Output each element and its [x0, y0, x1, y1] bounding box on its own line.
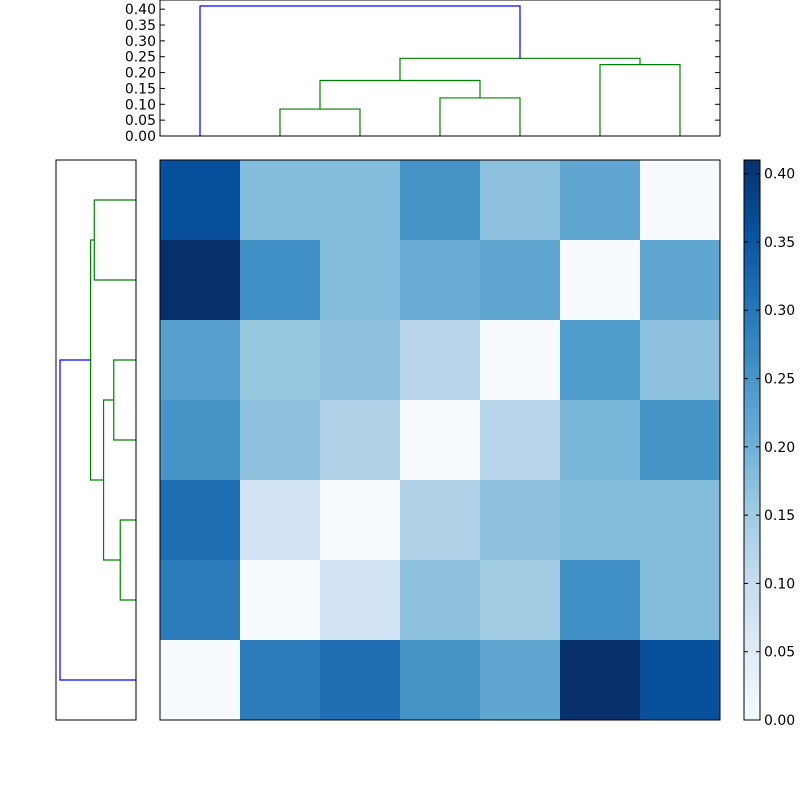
heatmap-cell-r5-c6	[640, 560, 721, 641]
heatmap-cell-r2-c6	[640, 320, 721, 401]
left-dendro-link-1	[113, 359, 136, 441]
colorbar-bar	[743, 159, 761, 721]
left-dendro-link-4	[89, 239, 104, 481]
top-dendro-link-1	[439, 97, 521, 136]
heatmap-cell-r0-c4	[480, 160, 561, 241]
heatmap-cell-r6-c2	[320, 640, 401, 721]
heatmap-cell-r4-c3	[400, 480, 481, 561]
colorbar: 0.00 0.05 0.10 0.15 0.20 0.25 0.30 0.35 0.40	[743, 159, 795, 729]
heatmap-cell-r6-c4	[480, 640, 561, 721]
heatmap-cell-r4-c0	[160, 480, 241, 561]
colorbar-tick-label-1: 0.05	[764, 645, 795, 661]
top-dendro-link-2	[319, 79, 481, 110]
colorbar-tick-label-5: 0.25	[764, 372, 795, 388]
heatmap-cell-r2-c0	[160, 320, 241, 401]
heatmap-cell-r1-c0	[160, 240, 241, 321]
colorbar-tick-label-3: 0.15	[764, 508, 795, 524]
heatmap-cell-r1-c2	[320, 240, 401, 321]
heatmap-cell-r3-c4	[480, 400, 561, 481]
heatmap-cell-r1-c5	[560, 240, 641, 321]
heatmap-cell-r4-c5	[560, 480, 641, 561]
colorbar-tick-label-7: 0.35	[764, 235, 795, 251]
heatmap-cell-r5-c1	[240, 560, 321, 641]
top-dendro-link-0	[279, 108, 361, 136]
left-dendro-link-5	[59, 359, 136, 681]
top-dendro-link-4	[399, 57, 641, 81]
colorbar-tick-label-4: 0.20	[764, 440, 795, 456]
heatmap-cell-r5-c3	[400, 560, 481, 641]
left-dendro-link-3	[102, 399, 121, 561]
heatmap-cell-r4-c1	[240, 480, 321, 561]
heatmap-cell-r4-c2	[320, 480, 401, 561]
colorbar-tick-label-0: 0.00	[764, 713, 795, 729]
left-dendro-link-2	[119, 519, 136, 601]
top-dendro-frame	[159, 0, 721, 137]
top-dendro-ytick-label-1: 0.05	[125, 113, 156, 129]
heatmap-cell-r2-c5	[560, 320, 641, 401]
heatmap-cell-r6-c0	[160, 640, 241, 721]
heatmap-cell-r3-c1	[240, 400, 321, 481]
heatmap-cell-r2-c3	[400, 320, 481, 401]
top-dendro-ytick-label-6: 0.30	[125, 34, 156, 50]
top-dendro-ytick-label-4: 0.20	[125, 66, 156, 82]
left-dendrogram	[55, 159, 137, 721]
left-dendro-link-0	[93, 199, 136, 281]
top-dendro-ytick-label-7: 0.35	[125, 18, 156, 34]
top-dendrogram: 0.000.050.100.150.200.250.300.350.40	[125, 0, 721, 145]
heatmap-cell-r3-c2	[320, 400, 401, 481]
top-dendro-ytick-label-3: 0.15	[125, 81, 156, 97]
heatmap-cell-r3-c5	[560, 400, 641, 481]
top-dendro-ytick-label-0: 0.00	[125, 129, 156, 145]
heatmap-frame	[159, 159, 721, 721]
heatmap-cell-r5-c0	[160, 560, 241, 641]
heatmap-cell-r4-c4	[480, 480, 561, 561]
heatmap-cell-r0-c1	[240, 160, 321, 241]
heatmap-cell-r5-c5	[560, 560, 641, 641]
heatmap-cell-r1-c3	[400, 240, 481, 321]
heatmap-cell-r2-c1	[240, 320, 321, 401]
heatmap-cell-r0-c3	[400, 160, 481, 241]
heatmap-cell-r1-c4	[480, 240, 561, 321]
top-dendro-ytick-label-5: 0.25	[125, 50, 156, 66]
top-dendro-ytick-label-8: 0.40	[125, 2, 156, 18]
heatmap-cell-r1-c1	[240, 240, 321, 321]
heatmap-cell-r2-c2	[320, 320, 401, 401]
heatmap-cell-r5-c4	[480, 560, 561, 641]
heatmap-cell-r3-c6	[640, 400, 721, 481]
heatmap-cell-r4-c6	[640, 480, 721, 561]
heatmap-cell-r1-c6	[640, 240, 721, 321]
heatmap-cell-r6-c6	[640, 640, 721, 721]
heatmap-cell-r3-c3	[400, 400, 481, 481]
top-dendro-link-3	[599, 64, 681, 136]
heatmap	[159, 159, 721, 721]
heatmap-cell-r5-c2	[320, 560, 401, 641]
heatmap-cell-r2-c4	[480, 320, 561, 401]
heatmap-cell-r0-c0	[160, 160, 241, 241]
left-dendro-frame	[55, 159, 137, 721]
colorbar-tick-label-8: 0.40	[764, 167, 795, 183]
top-dendro-link-5	[199, 5, 521, 136]
top-dendro-ytick-label-2: 0.10	[125, 97, 156, 113]
heatmap-cell-r0-c5	[560, 160, 641, 241]
colorbar-tick-label-6: 0.30	[764, 303, 795, 319]
heatmap-cell-r3-c0	[160, 400, 241, 481]
heatmap-cell-r6-c5	[560, 640, 641, 721]
heatmap-cell-r0-c2	[320, 160, 401, 241]
heatmap-cell-r6-c1	[240, 640, 321, 721]
heatmap-cell-r0-c6	[640, 160, 721, 241]
heatmap-cell-r6-c3	[400, 640, 481, 721]
colorbar-tick-label-2: 0.10	[764, 576, 795, 592]
